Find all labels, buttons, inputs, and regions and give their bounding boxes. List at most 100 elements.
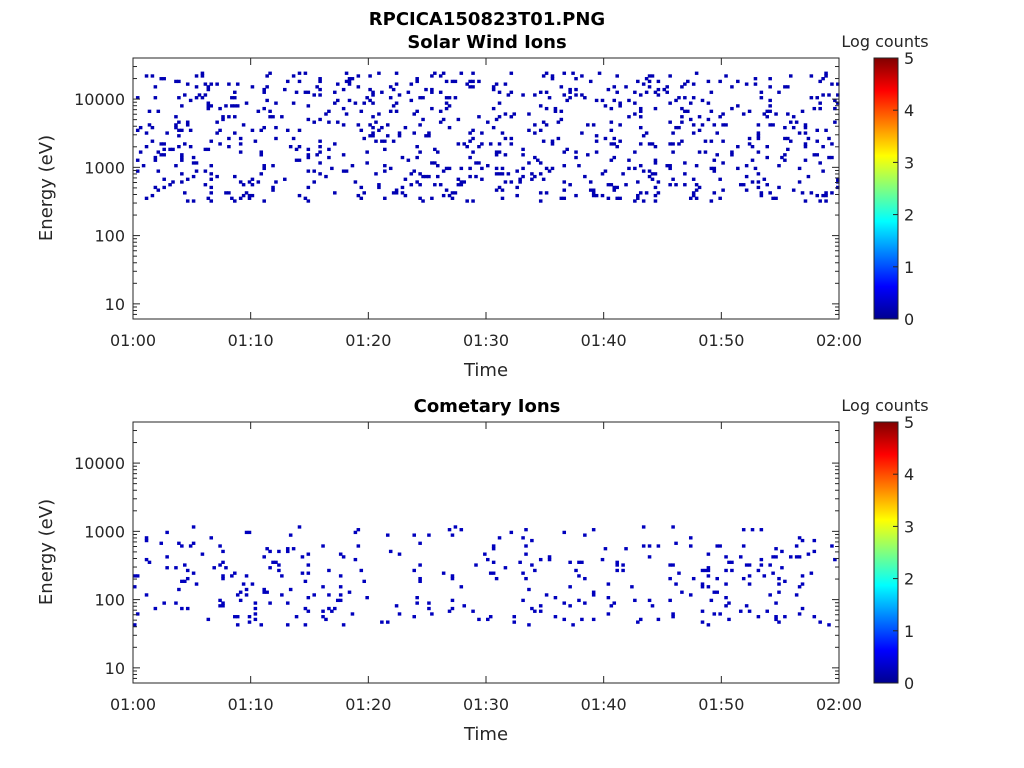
heatmap-cell <box>812 615 817 619</box>
heatmap-cell <box>527 128 531 133</box>
colorbar-tick-label: 0 <box>904 310 914 329</box>
heatmap-cell <box>450 79 455 84</box>
heatmap-cell <box>594 150 599 154</box>
heatmap-cell <box>156 169 161 173</box>
heatmap-cell <box>556 136 561 141</box>
colorbar-tick-label: 1 <box>904 258 914 277</box>
heatmap-cell <box>768 593 772 597</box>
heatmap-cell <box>833 106 837 111</box>
heatmap-cell <box>609 142 614 146</box>
heatmap-cell <box>253 617 258 622</box>
heatmap-cell <box>280 574 284 578</box>
heatmap-cell <box>788 120 793 124</box>
heatmap-cell <box>591 528 596 532</box>
heatmap-cell <box>627 98 631 103</box>
heatmap-cell <box>636 79 640 84</box>
x-axis-label: Time <box>463 724 508 745</box>
heatmap-cell <box>609 183 614 187</box>
heatmap-cell <box>603 136 608 141</box>
heatmap-cell <box>715 590 719 594</box>
heatmap-cell <box>636 196 640 200</box>
heatmap-cell <box>247 615 252 619</box>
heatmap-cell <box>827 93 831 97</box>
heatmap-cell <box>700 123 705 127</box>
heatmap-cell <box>153 85 158 89</box>
heatmap-cell <box>409 183 414 187</box>
heatmap-cell <box>374 120 378 124</box>
heatmap-cell <box>712 612 717 616</box>
heatmap-cell <box>200 71 205 75</box>
heatmap-cell <box>794 120 799 124</box>
heatmap-cell <box>203 183 208 187</box>
heatmap-cell <box>412 112 416 116</box>
heatmap-cell <box>800 538 805 543</box>
heatmap-cell <box>268 601 272 605</box>
heatmap-cell <box>544 593 549 597</box>
colorbar <box>873 57 899 320</box>
heatmap-cell <box>233 104 237 108</box>
heatmap-cell <box>709 166 714 171</box>
heatmap-cell <box>762 177 767 181</box>
heatmap-cell <box>591 188 596 192</box>
heatmap-cell <box>433 147 437 152</box>
heatmap-cell <box>180 153 184 157</box>
heatmap-cell <box>556 120 561 124</box>
heatmap-cell <box>256 109 261 113</box>
colorbar <box>873 421 899 684</box>
heatmap-cell <box>447 193 452 198</box>
heatmap-cell <box>318 79 322 84</box>
heatmap-cell <box>636 180 640 184</box>
heatmap-cell <box>277 563 281 567</box>
heatmap-cell <box>783 136 787 141</box>
heatmap-cell <box>468 174 472 179</box>
heatmap-cell <box>415 145 419 149</box>
heatmap-cell <box>697 185 702 190</box>
heatmap-cell <box>547 557 552 562</box>
heatmap-cell <box>321 609 325 613</box>
heatmap-cell <box>736 79 740 84</box>
heatmap-cell <box>147 123 152 127</box>
heatmap-cell <box>238 590 243 594</box>
heatmap-cell <box>174 566 178 570</box>
heatmap-cell <box>203 169 208 173</box>
heatmap-cell <box>615 568 619 573</box>
y-tick-label: 10000 <box>74 454 125 473</box>
heatmap-cell <box>562 530 567 535</box>
heatmap-cell <box>544 191 549 195</box>
heatmap-cell <box>306 169 311 173</box>
heatmap-cell <box>768 191 772 195</box>
heatmap-cell <box>577 164 581 168</box>
heatmap-cell <box>768 109 772 113</box>
heatmap-cell <box>627 158 631 162</box>
heatmap-cell <box>571 71 575 75</box>
heatmap-cell <box>668 183 672 187</box>
heatmap-cell <box>759 191 764 195</box>
heatmap-cell <box>747 609 752 613</box>
heatmap-cell <box>274 560 278 564</box>
heatmap-cell <box>306 571 311 575</box>
heatmap-cell <box>306 155 311 160</box>
heatmap-cell <box>547 555 552 559</box>
heatmap-cell <box>700 609 705 613</box>
heatmap-cell <box>471 71 475 75</box>
heatmap-cell <box>686 79 690 84</box>
heatmap-cell <box>341 123 346 127</box>
heatmap-cell <box>562 180 567 184</box>
heatmap-cell <box>394 604 399 608</box>
heatmap-cell <box>235 82 240 86</box>
heatmap-cell <box>538 90 543 94</box>
heatmap-cell <box>144 536 149 540</box>
heatmap-cell <box>509 530 514 535</box>
heatmap-cell <box>144 74 149 78</box>
heatmap-cell <box>144 538 149 543</box>
heatmap-cell <box>462 180 467 184</box>
heatmap-cell <box>191 571 196 575</box>
heatmap-cell <box>491 560 496 564</box>
heatmap-cell <box>486 120 490 124</box>
heatmap-cell <box>574 77 578 81</box>
heatmap-cell <box>138 150 143 154</box>
heatmap-cell <box>791 125 796 130</box>
heatmap-cell <box>703 139 708 143</box>
heatmap-cell <box>383 196 387 200</box>
heatmap-cell <box>430 612 434 616</box>
